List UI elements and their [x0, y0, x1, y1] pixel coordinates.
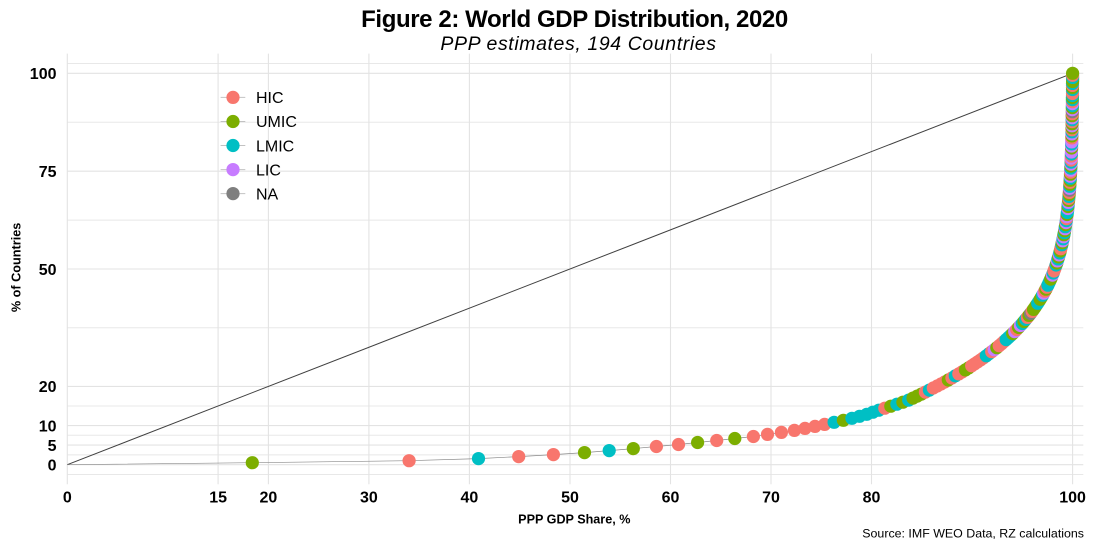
svg-text:20: 20 — [260, 489, 278, 506]
svg-text:0: 0 — [63, 489, 72, 506]
svg-text:100: 100 — [30, 66, 57, 83]
svg-text:LMIC: LMIC — [256, 138, 294, 155]
svg-text:PPP GDP Share, %: PPP GDP Share, % — [518, 512, 630, 526]
svg-text:10: 10 — [39, 418, 57, 435]
svg-text:0: 0 — [48, 458, 57, 475]
svg-text:Source: IMF WEO Data, RZ calcu: Source: IMF WEO Data, RZ calculations — [862, 527, 1084, 541]
svg-text:LIC: LIC — [256, 162, 281, 179]
svg-text:PPP estimates, 194 Countries: PPP estimates, 194 Countries — [440, 33, 716, 55]
svg-text:80: 80 — [863, 489, 881, 506]
svg-text:40: 40 — [461, 489, 479, 506]
svg-text:15: 15 — [209, 489, 227, 506]
svg-text:HIC: HIC — [256, 90, 284, 107]
svg-text:UMIC: UMIC — [256, 114, 297, 131]
svg-text:NA: NA — [256, 186, 279, 203]
svg-text:60: 60 — [662, 489, 680, 506]
svg-text:50: 50 — [561, 489, 579, 506]
svg-text:70: 70 — [762, 489, 780, 506]
svg-text:30: 30 — [360, 489, 378, 506]
svg-text:75: 75 — [39, 164, 57, 181]
svg-text:50: 50 — [39, 262, 57, 279]
svg-text:% of Countries: % of Countries — [10, 223, 24, 313]
svg-text:100: 100 — [1059, 489, 1086, 506]
svg-text:5: 5 — [48, 438, 57, 455]
svg-text:Figure 2: World GDP Distributi: Figure 2: World GDP Distribution, 2020 — [361, 6, 788, 33]
svg-text:20: 20 — [39, 379, 57, 396]
